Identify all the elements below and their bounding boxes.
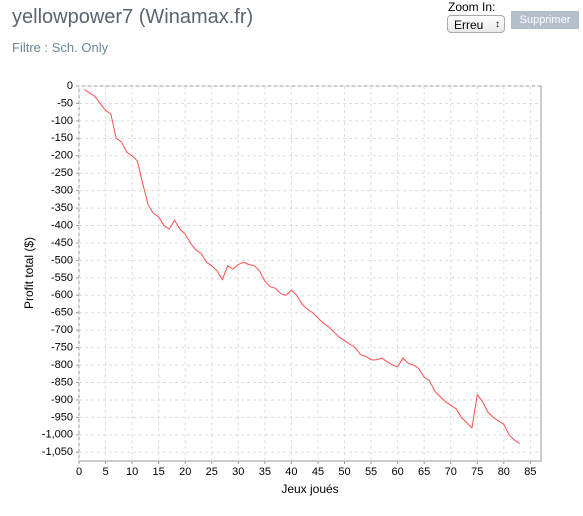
x-tick-label: 35 xyxy=(259,466,271,478)
x-tick-label: 5 xyxy=(102,466,108,478)
y-tick-label: -450 xyxy=(51,237,73,249)
y-tick-label: -850 xyxy=(51,376,73,388)
x-tick-label: 15 xyxy=(153,466,165,478)
x-tick-label: 60 xyxy=(391,466,403,478)
y-tick-label: -300 xyxy=(51,185,73,197)
y-tick-label: -650 xyxy=(51,307,73,319)
y-tick-label: -950 xyxy=(51,411,73,423)
y-tick-label: -150 xyxy=(51,132,73,144)
y-tick-label: -1,050 xyxy=(42,446,73,458)
y-tick-label: -500 xyxy=(51,254,73,266)
x-tick-label: 70 xyxy=(445,466,457,478)
y-axis-label: Profit total ($) xyxy=(22,237,36,309)
x-tick-label: 30 xyxy=(232,466,244,478)
y-tick-label: -600 xyxy=(51,289,73,301)
data-line xyxy=(84,89,521,444)
x-tick-label: 45 xyxy=(312,466,324,478)
x-tick-label: 65 xyxy=(418,466,430,478)
y-tick-label: -700 xyxy=(51,324,73,336)
y-tick-label: -350 xyxy=(51,202,73,214)
y-tick-label: -50 xyxy=(57,97,73,109)
x-tick-label: 40 xyxy=(285,466,297,478)
x-tick-label: 55 xyxy=(365,466,377,478)
x-tick-label: 80 xyxy=(498,466,510,478)
y-tick-label: -100 xyxy=(51,115,73,127)
y-tick-label: -400 xyxy=(51,219,73,231)
y-tick-label: 0 xyxy=(67,80,73,92)
filter-label: Filtre : Sch. Only xyxy=(12,40,109,55)
x-tick-label: 50 xyxy=(338,466,350,478)
x-tick-label: 10 xyxy=(126,466,138,478)
y-tick-label: -550 xyxy=(51,272,73,284)
y-tick-label: -800 xyxy=(51,359,73,371)
y-tick-label: -750 xyxy=(51,342,73,354)
zoom-select[interactable]: Erreu xyxy=(447,15,505,34)
y-tick-label: -200 xyxy=(51,150,73,162)
y-tick-label: -900 xyxy=(51,394,73,406)
plot-area xyxy=(78,85,542,462)
y-tick-label: -250 xyxy=(51,167,73,179)
x-tick-label: 85 xyxy=(524,466,536,478)
x-axis-label: Jeux joués xyxy=(281,482,338,496)
x-tick-label: 75 xyxy=(471,466,483,478)
delete-button[interactable]: Supprimer xyxy=(511,11,579,29)
zoom-label: Zoom In: xyxy=(448,0,496,14)
page-title: yellowpower7 (Winamax.fr) xyxy=(12,6,254,28)
y-tick-label: -1,000 xyxy=(42,429,73,441)
x-tick-label: 25 xyxy=(206,466,218,478)
x-tick-label: 20 xyxy=(179,466,191,478)
x-tick-label: 0 xyxy=(76,466,82,478)
